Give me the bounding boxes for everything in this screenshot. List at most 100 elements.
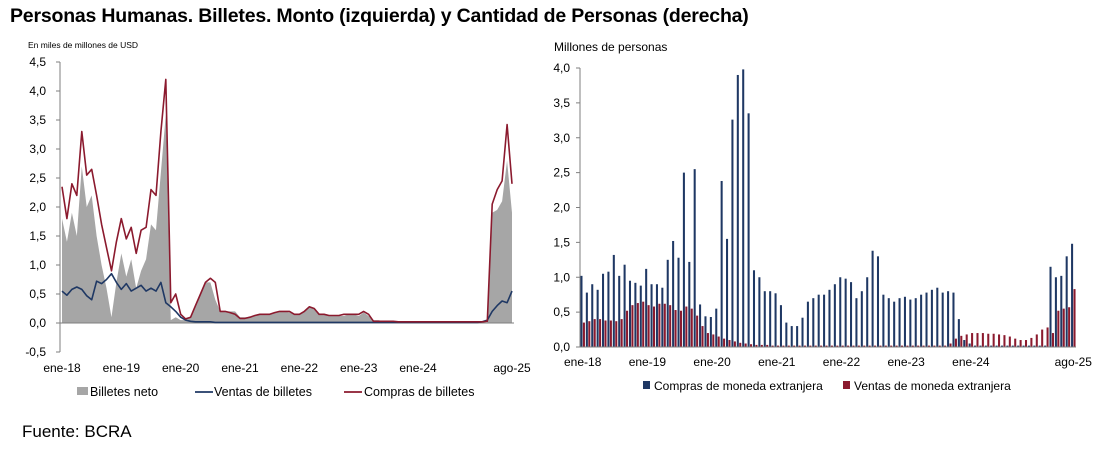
compras-bar	[909, 299, 912, 347]
ventas-bar	[787, 345, 790, 347]
compras-bar	[876, 256, 880, 347]
ventas-bar	[895, 345, 898, 347]
compras-bar	[984, 345, 987, 347]
right-y-tick-label: 1,5	[553, 235, 570, 249]
compras-bar	[720, 180, 723, 347]
compras-bar	[990, 345, 993, 347]
ventas-bar	[679, 310, 682, 347]
ventas-bar	[696, 315, 699, 347]
left-y-tick-label: 3,0	[29, 142, 46, 156]
ventas-bar	[744, 343, 747, 347]
compras-bar	[968, 343, 971, 347]
ventas-bar	[900, 345, 904, 347]
ventas-bar	[690, 308, 693, 347]
compras-bar	[715, 308, 718, 347]
ventas-bar	[712, 334, 715, 347]
ventas-bar	[1068, 307, 1071, 347]
compras-bar	[1044, 345, 1047, 347]
ventas-bar	[723, 338, 726, 347]
ventas-bar	[965, 334, 968, 347]
compras-bar	[655, 284, 658, 347]
left-y-tick-label: 0,0	[29, 316, 46, 330]
compras-bar	[1027, 345, 1030, 347]
ventas-bar	[620, 319, 623, 347]
compras-bar	[812, 298, 815, 347]
ventas-bar	[847, 345, 850, 347]
compras-bar	[1038, 345, 1041, 347]
ventas-bar	[733, 341, 736, 347]
ventas-bar	[917, 345, 920, 347]
compras-bar	[855, 298, 858, 347]
ventas-bar	[793, 345, 796, 347]
ventas-bar	[1051, 333, 1054, 347]
compras-bar	[704, 316, 707, 347]
ventas-bar	[836, 345, 839, 347]
ventas-bar	[631, 305, 634, 347]
left-y-tick-label: 0,5	[29, 287, 46, 301]
ventas-bar	[927, 345, 930, 347]
ventas-bar	[615, 321, 618, 347]
left-y-tick-label: 1,5	[29, 229, 46, 243]
compras-de-billetes-line	[61, 78, 513, 323]
ventas-bar	[906, 345, 909, 347]
compras-bar	[839, 277, 842, 347]
compras-bar	[693, 169, 696, 347]
compras-bar	[709, 317, 712, 347]
ventas-bar	[981, 333, 984, 347]
compras-bar	[936, 287, 939, 347]
ventas-bar	[1062, 308, 1065, 347]
ventas-bar	[884, 345, 887, 347]
compras-bar	[612, 254, 615, 347]
compras-bar	[903, 296, 906, 347]
left-x-tick-label: ene-19	[103, 361, 141, 375]
ventas-bar	[938, 345, 941, 347]
right-x-tick-label: ene-19	[629, 355, 667, 369]
ventas-bar	[971, 333, 974, 347]
compras-bar	[726, 238, 729, 347]
compras-bar	[623, 264, 626, 347]
compras-bar	[1011, 345, 1014, 347]
ventas-bar	[609, 320, 612, 347]
legend-swatch-ventas-moneda	[843, 381, 850, 389]
compras-bar	[774, 293, 777, 347]
compras-bar	[882, 294, 885, 347]
ventas-bar	[1035, 334, 1038, 347]
compras-bar	[1065, 256, 1068, 347]
left-y-tick-label: 1,0	[29, 258, 46, 272]
compras-bar	[634, 282, 637, 347]
right-y-tick-label: 4,0	[553, 61, 570, 75]
compras-bar	[752, 270, 756, 347]
compras-bar	[941, 292, 944, 347]
ventas-bar	[820, 345, 823, 347]
ventas-bar	[669, 305, 672, 347]
ventas-bar	[750, 344, 753, 347]
ventas-bar	[944, 345, 947, 347]
ventas-bar	[1008, 336, 1011, 347]
compras-bar	[995, 345, 998, 347]
compras-bar	[769, 291, 772, 347]
ventas-bar	[1003, 335, 1006, 347]
left-x-tick-label: ene-18	[43, 361, 81, 375]
left-y-tick-label: 2,5	[29, 171, 46, 185]
ventas-bar	[642, 301, 645, 347]
legend-swatch-compras-moneda	[643, 381, 650, 389]
compras-bar	[628, 280, 632, 347]
compras-bar	[591, 284, 594, 347]
compras-bar	[844, 278, 847, 347]
compras-bar	[699, 304, 702, 347]
compras-bar	[688, 261, 691, 347]
compras-bar	[742, 69, 745, 348]
left-x-tick-label: ene-22	[281, 361, 319, 375]
compras-bar	[1054, 277, 1057, 347]
ventas-bar	[954, 338, 957, 347]
legend-swatch-billetes-neto	[77, 387, 88, 395]
ventas-bar	[830, 345, 833, 347]
compras-bar	[914, 298, 917, 347]
ventas-bar	[674, 310, 677, 347]
left-x-tick-label: ago-25	[493, 361, 531, 375]
ventas-bar	[863, 345, 866, 347]
ventas-bar	[1030, 337, 1033, 347]
ventas-bar	[814, 345, 817, 347]
ventas-bar	[933, 345, 936, 347]
ventas-bar	[987, 333, 990, 347]
